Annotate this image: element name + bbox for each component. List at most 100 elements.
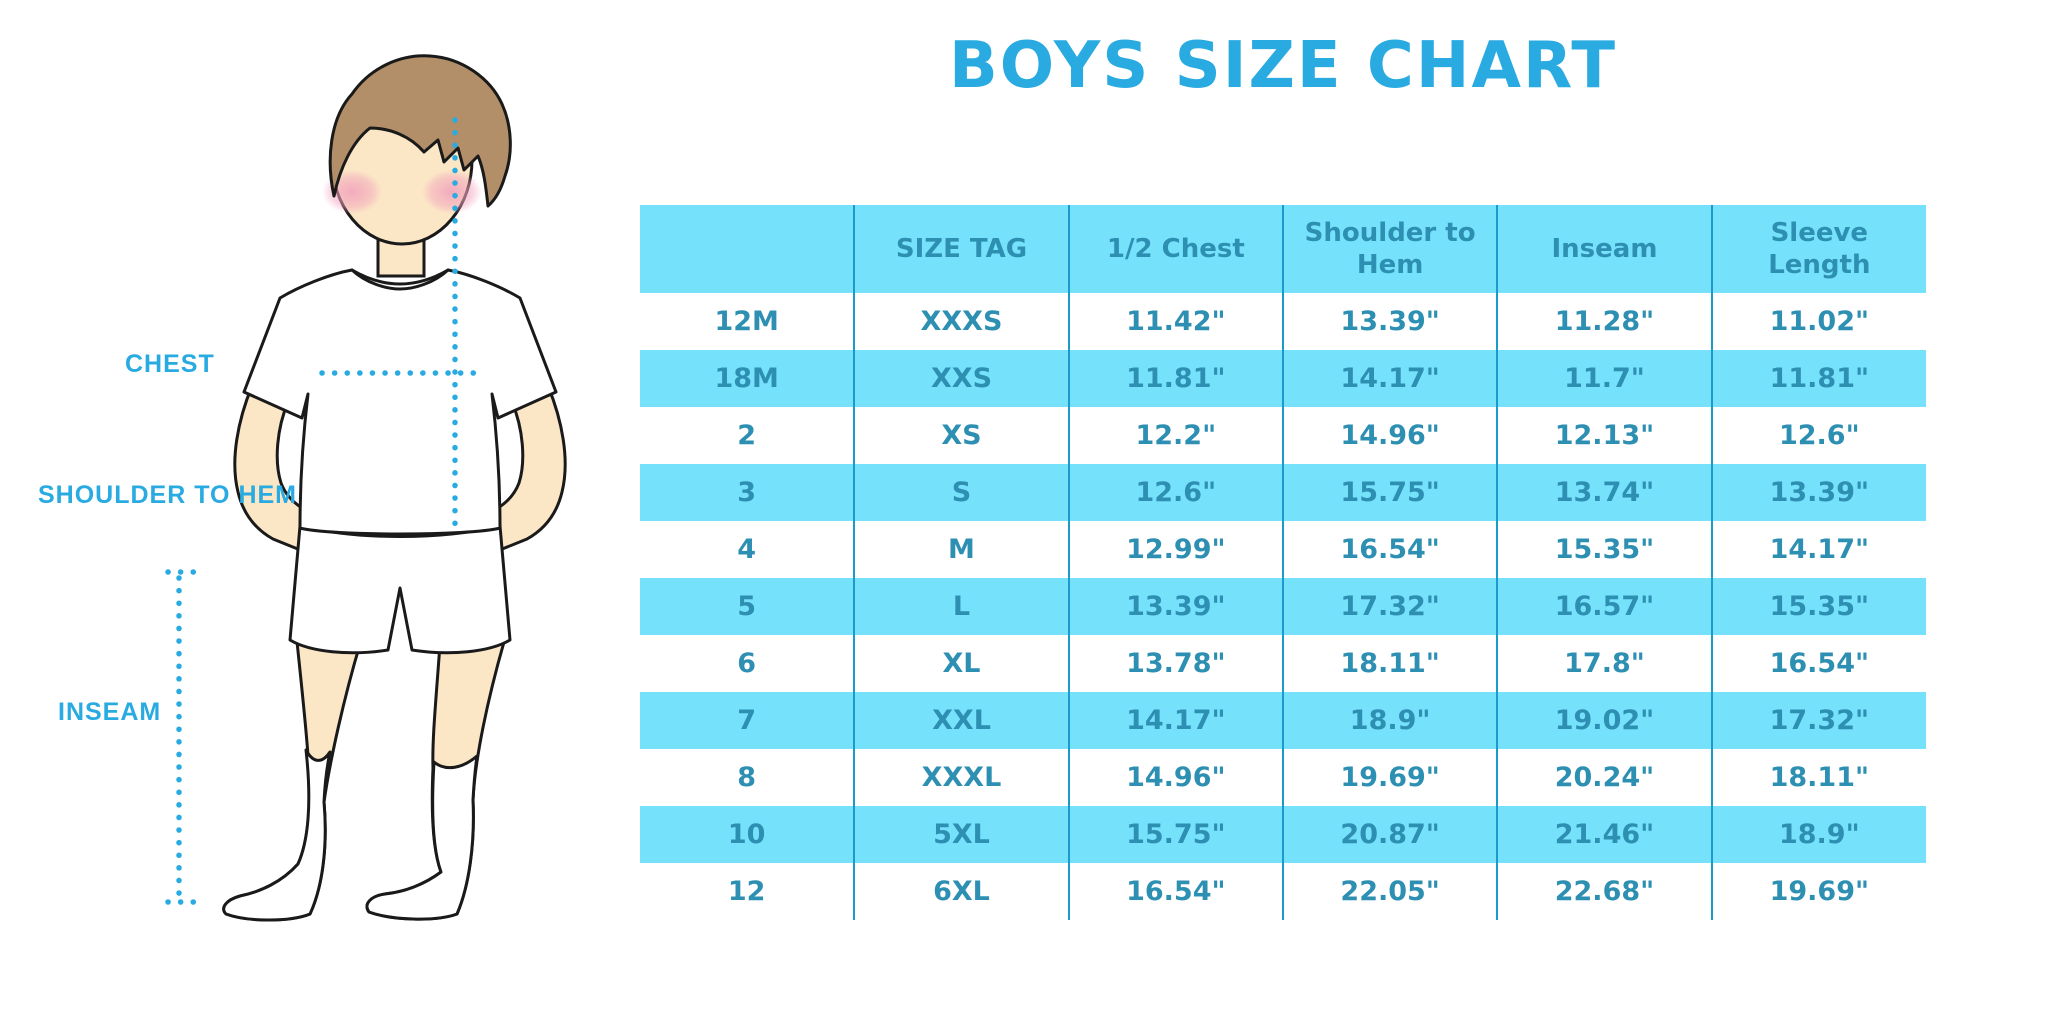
measurement-cell: 14.96" <box>1067 749 1283 806</box>
measurement-cell: 11.7" <box>1496 350 1712 407</box>
table-row: 8 XXXL 14.96" 19.69" 20.24" 18.11" <box>640 749 1926 806</box>
measurement-cell: 19.69" <box>1710 863 1926 920</box>
right-sock <box>365 754 479 921</box>
column-header: SIZE TAG <box>853 205 1069 293</box>
size-tag-cell: XXL <box>853 692 1069 749</box>
measurement-cell: 16.54" <box>1281 521 1498 578</box>
size-tag-cell: S <box>853 464 1069 521</box>
measurement-cell: 19.02" <box>1496 692 1712 749</box>
measurement-cell: 12.13" <box>1496 407 1712 464</box>
age-size-cell: 5 <box>640 578 855 635</box>
size-tag-cell: XXXS <box>853 293 1069 350</box>
measurement-cell: 14.17" <box>1067 692 1283 749</box>
header-row: SIZE TAG 1/2 Chest Shoulder to Hem Inseam Sl… <box>640 205 1926 293</box>
measurement-cell: 12.99" <box>1067 521 1283 578</box>
table-row: 3 S 12.6" 15.75" 13.74" 13.39" <box>640 464 1926 521</box>
measurement-cell: 13.74" <box>1496 464 1712 521</box>
table-row: 18M XXS 11.81" 14.17" 11.7" 11.81" <box>640 350 1926 407</box>
measurement-cell: 17.8" <box>1496 635 1712 692</box>
column-header: Inseam <box>1496 205 1712 293</box>
age-size-cell: 7 <box>640 692 855 749</box>
measurement-cell: 15.35" <box>1496 521 1712 578</box>
column-header: 1/2 Chest <box>1067 205 1283 293</box>
tshirt <box>242 268 558 536</box>
size-tag-cell: L <box>853 578 1069 635</box>
measurement-cell: 11.81" <box>1710 350 1926 407</box>
shorts <box>288 524 512 655</box>
inseam-measure-line <box>165 569 201 905</box>
table-row: 7 XXL 14.17" 18.9" 19.02" 17.32" <box>640 692 1926 749</box>
measurement-cell: 14.17" <box>1710 521 1926 578</box>
measurement-cell: 16.54" <box>1710 635 1926 692</box>
age-size-cell: 12M <box>714 306 779 337</box>
tshirt-collar <box>350 268 450 286</box>
measurement-cell: 20.87" <box>1281 806 1498 863</box>
measurement-cell: 22.05" <box>1281 863 1498 920</box>
measurement-cell: 19.69" <box>1281 749 1498 806</box>
age-size-cell: 10 <box>640 806 855 863</box>
size-tag-cell: XL <box>853 635 1069 692</box>
size-tag-cell: M <box>853 521 1069 578</box>
measurement-cell: 14.96" <box>1281 407 1498 464</box>
column-header: Sleeve Length <box>1710 205 1926 293</box>
measurement-cell: 18.9" <box>1710 806 1926 863</box>
boy-illustration <box>165 54 567 922</box>
measurement-cell: 21.46" <box>1496 806 1712 863</box>
page-title: BOYS SIZE CHART <box>948 29 1618 103</box>
age-size-cell: 18M <box>640 350 855 407</box>
table-row: 12M XXXS 11.42" 13.39" 11.28" 11.02" <box>640 293 1926 350</box>
measurement-cell: 11.02" <box>1710 293 1926 350</box>
age-size-cell: 4 <box>737 534 757 565</box>
measurement-cell: 18.9" <box>1281 692 1498 749</box>
age-size-cell: 3 <box>640 464 855 521</box>
measurement-cell: 18.11" <box>1710 749 1926 806</box>
measurement-cell: 12.6" <box>1710 407 1926 464</box>
column-header <box>640 205 855 293</box>
measurement-cell: 18.11" <box>1281 635 1498 692</box>
inseam-label: INSEAM <box>58 698 162 726</box>
column-header: Shoulder to Hem <box>1281 205 1498 293</box>
measurement-cell: 11.81" <box>1067 350 1283 407</box>
measurement-cell: 13.39" <box>1067 578 1283 635</box>
size-tag-cell: 6XL <box>853 863 1069 920</box>
age-size-cell: 2 <box>737 420 757 451</box>
measurement-cell: 13.78" <box>1067 635 1283 692</box>
table-row: 6 XL 13.78" 18.11" 17.8" 16.54" <box>640 635 1926 692</box>
measurement-cell: 12.6" <box>1067 464 1283 521</box>
age-size-cell: 12 <box>727 876 766 907</box>
measurement-cell: 12.2" <box>1067 407 1283 464</box>
measurement-cell: 16.57" <box>1496 578 1712 635</box>
measurement-cell: 15.35" <box>1710 578 1926 635</box>
age-size-cell: 8 <box>737 762 757 793</box>
measurement-cell: 15.75" <box>1281 464 1498 521</box>
table-row: 5 L 13.39" 17.32" 16.57" 15.35" <box>640 578 1926 635</box>
size-tag-cell: XS <box>853 407 1069 464</box>
size-tag-cell: XXS <box>853 350 1069 407</box>
hair <box>328 54 512 208</box>
measurement-cell: 11.42" <box>1067 293 1283 350</box>
blush-right-cheek <box>422 170 482 214</box>
chest-label: CHEST <box>125 350 215 378</box>
measurement-cell: 16.54" <box>1067 863 1283 920</box>
table-row: 12 6XL 16.54" 22.05" 22.68" 19.69" <box>640 863 1926 920</box>
measurement-cell: 14.17" <box>1281 350 1498 407</box>
measurement-cell: 17.32" <box>1710 692 1926 749</box>
measurement-cell: 15.75" <box>1067 806 1283 863</box>
size-table-header: SIZE TAG 1/2 Chest Shoulder to Hem Inseam Sl… <box>640 205 1926 293</box>
measurement-cell: 13.39" <box>1710 464 1926 521</box>
table-row: 10 5XL 15.75" 20.87" 21.46" 18.9" <box>640 806 1926 863</box>
measurement-cell: 17.32" <box>1281 578 1498 635</box>
table-row: 4 M 12.99" 16.54" 15.35" 14.17" <box>640 521 1926 578</box>
left-sock <box>222 748 332 922</box>
table-row: 2 XS 12.2" 14.96" 12.13" 12.6" <box>640 407 1926 464</box>
size-table: SIZE TAG 1/2 Chest Shoulder to Hem Inseam Sl… <box>640 205 1926 920</box>
size-table-body: 12M XXXS 11.42" 13.39" 11.28" 11.02" 18M XXS 11.… <box>640 293 1926 920</box>
measurement-cell: 11.28" <box>1496 293 1712 350</box>
shoulder-to-hem-label: SHOULDER TO HEM <box>38 481 297 509</box>
measurement-cell: 13.39" <box>1281 293 1498 350</box>
size-tag-cell: XXXL <box>853 749 1069 806</box>
age-size-cell: 6 <box>737 648 757 679</box>
measurement-cell: 20.24" <box>1496 749 1712 806</box>
measurement-cell: 22.68" <box>1496 863 1712 920</box>
